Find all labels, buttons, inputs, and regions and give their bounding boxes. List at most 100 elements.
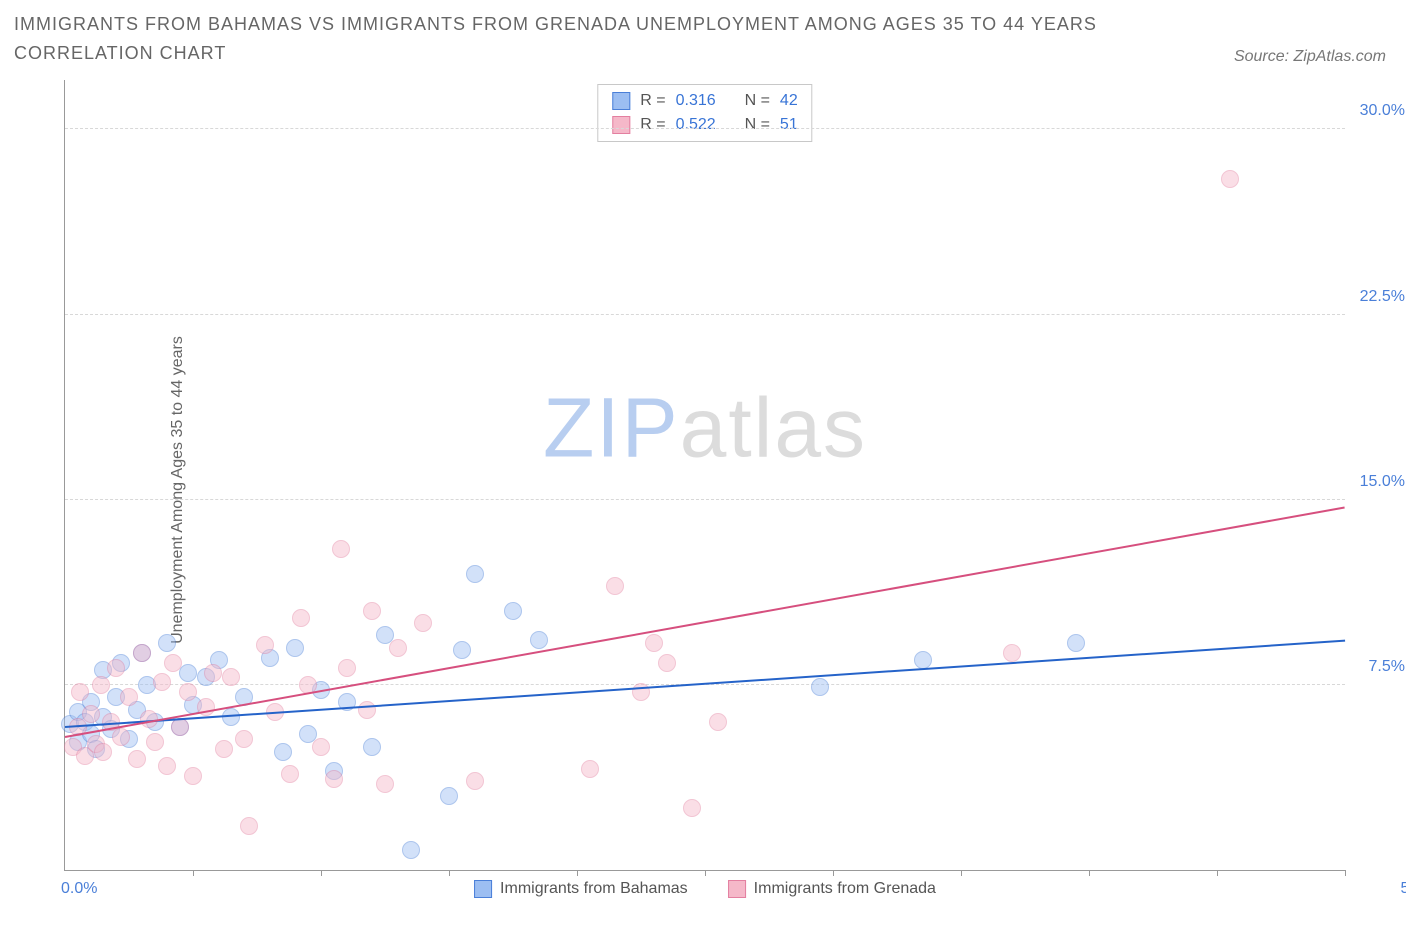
swatch-grenada [612, 116, 630, 134]
y-tick-label: 22.5% [1350, 288, 1405, 306]
data-point-grenada [235, 730, 253, 748]
data-point-grenada [376, 775, 394, 793]
data-point-grenada [158, 757, 176, 775]
data-point-grenada [204, 664, 222, 682]
stats-row-bahamas: R = 0.316 N = 42 [612, 89, 797, 113]
data-point-bahamas [286, 639, 304, 657]
r-value-bahamas: 0.316 [676, 89, 716, 113]
data-point-bahamas [530, 631, 548, 649]
plot-area: ZIPatlas R = 0.316 N = 42 R = 0.522 N = … [64, 80, 1345, 871]
y-tick-label: 7.5% [1350, 658, 1405, 676]
r-label: R = [640, 113, 665, 137]
data-point-grenada [256, 636, 274, 654]
x-tick [449, 870, 450, 876]
data-point-grenada [606, 577, 624, 595]
data-point-grenada [414, 614, 432, 632]
data-point-bahamas [466, 565, 484, 583]
stats-legend: R = 0.316 N = 42 R = 0.522 N = 51 [597, 84, 812, 142]
stats-row-grenada: R = 0.522 N = 51 [612, 113, 797, 137]
data-point-grenada [215, 740, 233, 758]
data-point-grenada [312, 738, 330, 756]
data-point-grenada [645, 634, 663, 652]
data-point-grenada [92, 676, 110, 694]
data-point-bahamas [158, 634, 176, 652]
data-point-grenada [363, 602, 381, 620]
legend-swatch-bahamas [474, 880, 492, 898]
data-point-grenada [112, 728, 130, 746]
legend-label-bahamas: Immigrants from Bahamas [500, 880, 688, 898]
x-tick-label-max: 5.0% [1352, 880, 1406, 898]
swatch-bahamas [612, 92, 630, 110]
watermark-zip: ZIP [543, 380, 680, 474]
data-point-bahamas [402, 841, 420, 859]
x-tick-label-min: 0.0% [61, 880, 97, 898]
data-point-grenada [82, 705, 100, 723]
data-point-bahamas [914, 651, 932, 669]
data-point-bahamas [440, 787, 458, 805]
chart-container: Unemployment Among Ages 35 to 44 years Z… [14, 80, 1392, 900]
data-point-bahamas [504, 602, 522, 620]
data-point-grenada [184, 767, 202, 785]
data-point-grenada [683, 799, 701, 817]
y-tick-label: 30.0% [1350, 102, 1405, 120]
data-point-grenada [292, 609, 310, 627]
data-point-grenada [1221, 170, 1239, 188]
data-point-bahamas [811, 678, 829, 696]
data-point-grenada [128, 750, 146, 768]
legend-item-bahamas: Immigrants from Bahamas [474, 880, 688, 898]
chart-title: IMMIGRANTS FROM BAHAMAS VS IMMIGRANTS FR… [14, 10, 1114, 68]
data-point-bahamas [363, 738, 381, 756]
legend-item-grenada: Immigrants from Grenada [728, 880, 936, 898]
x-tick [961, 870, 962, 876]
data-point-grenada [1003, 644, 1021, 662]
data-point-grenada [107, 659, 125, 677]
n-value-grenada: 51 [780, 113, 798, 137]
bottom-legend: Immigrants from Bahamas Immigrants from … [474, 880, 936, 898]
data-point-grenada [709, 713, 727, 731]
data-point-grenada [71, 683, 89, 701]
data-point-grenada [658, 654, 676, 672]
source-text: Source: ZipAtlas.com [1234, 48, 1386, 66]
data-point-grenada [146, 733, 164, 751]
data-point-grenada [94, 743, 112, 761]
data-point-grenada [164, 654, 182, 672]
data-point-grenada [358, 701, 376, 719]
x-tick [577, 870, 578, 876]
gridline [65, 314, 1345, 315]
x-tick [1217, 870, 1218, 876]
data-point-grenada [179, 683, 197, 701]
n-label: N = [745, 89, 770, 113]
n-value-bahamas: 42 [780, 89, 798, 113]
data-point-grenada [389, 639, 407, 657]
x-tick [1345, 870, 1346, 876]
data-point-grenada [281, 765, 299, 783]
data-point-bahamas [453, 641, 471, 659]
x-tick [193, 870, 194, 876]
n-label: N = [745, 113, 770, 137]
data-point-grenada [325, 770, 343, 788]
x-tick [705, 870, 706, 876]
trend-line-grenada [65, 506, 1345, 738]
data-point-grenada [240, 817, 258, 835]
x-tick [1089, 870, 1090, 876]
data-point-grenada [581, 760, 599, 778]
data-point-grenada [133, 644, 151, 662]
watermark: ZIPatlas [543, 379, 867, 476]
data-point-grenada [120, 688, 138, 706]
x-tick [833, 870, 834, 876]
data-point-bahamas [274, 743, 292, 761]
r-value-grenada: 0.522 [676, 113, 716, 137]
legend-swatch-grenada [728, 880, 746, 898]
gridline [65, 499, 1345, 500]
watermark-atlas: atlas [680, 380, 867, 474]
data-point-grenada [222, 668, 240, 686]
data-point-bahamas [179, 664, 197, 682]
data-point-bahamas [1067, 634, 1085, 652]
x-tick [321, 870, 322, 876]
legend-label-grenada: Immigrants from Grenada [754, 880, 936, 898]
r-label: R = [640, 89, 665, 113]
data-point-grenada [153, 673, 171, 691]
data-point-grenada [332, 540, 350, 558]
data-point-grenada [338, 659, 356, 677]
data-point-grenada [466, 772, 484, 790]
